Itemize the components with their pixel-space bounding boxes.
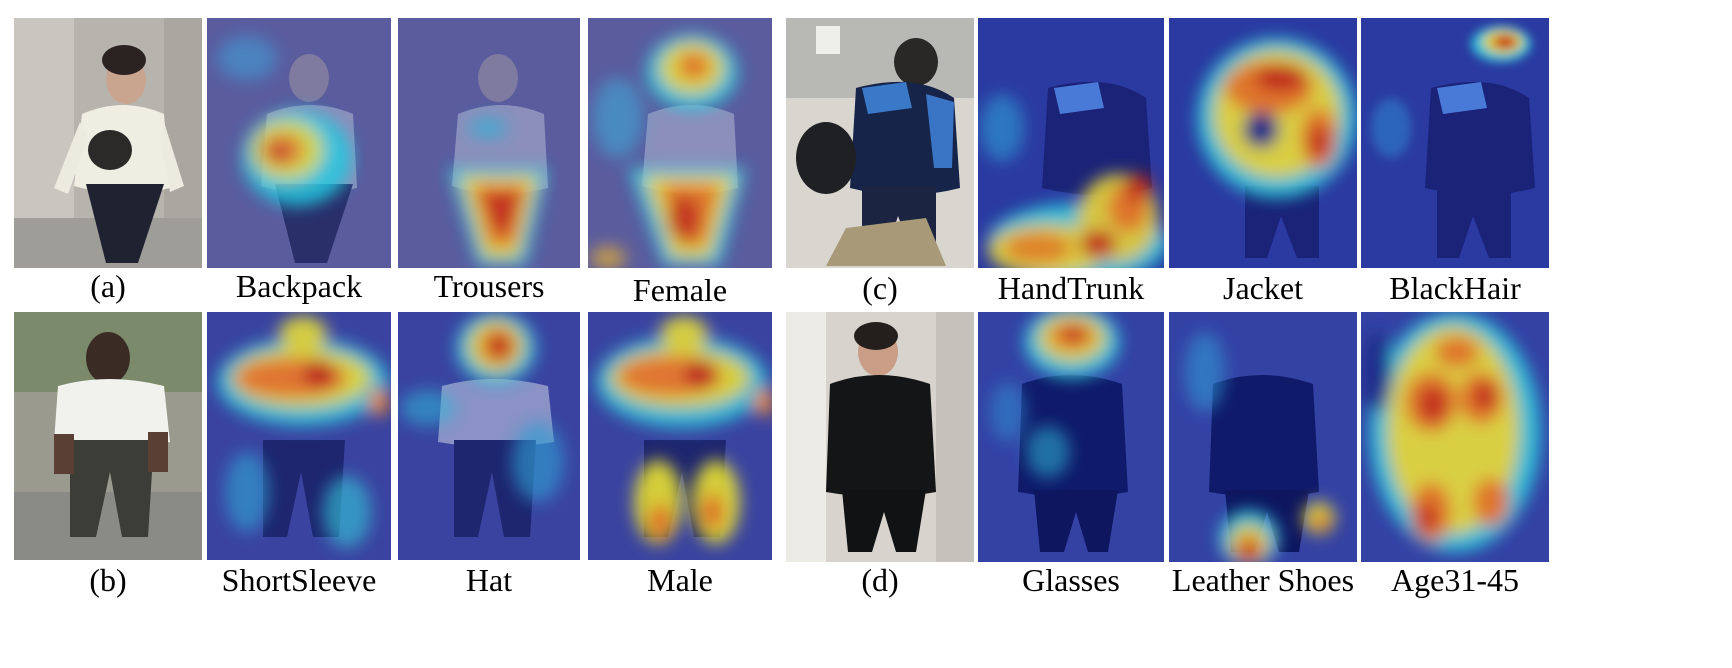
- attribute-label: Glasses: [1022, 562, 1120, 598]
- heatmap-handtrunk: [978, 18, 1164, 268]
- heatmap-shortsleeve: [207, 312, 391, 560]
- heatmap-glasses: [978, 312, 1164, 562]
- attribute-label: Leather Shoes: [1171, 562, 1355, 598]
- heatmap-jacket: [1169, 18, 1357, 268]
- attribute-label: HandTrunk: [997, 270, 1145, 306]
- attribute-label: BlackHair: [1389, 270, 1521, 306]
- photo-c: [786, 18, 974, 268]
- heatmap-age31-45: [1361, 312, 1549, 562]
- photo-b: [14, 312, 202, 560]
- panel-label: (a): [90, 268, 126, 304]
- heatmap-backpack: [207, 18, 391, 268]
- heatmap-male: [588, 312, 772, 560]
- attribute-label: Hat: [465, 562, 513, 598]
- panel-label: (c): [862, 270, 898, 306]
- attribute-label: ShortSleeve: [221, 562, 377, 598]
- photo-a: [14, 18, 202, 268]
- heatmap-hat: [398, 312, 580, 560]
- heatmap-female: [588, 18, 772, 268]
- heatmap-blackhair: [1361, 18, 1549, 268]
- panel-label: (d): [861, 562, 899, 598]
- attribute-label: Trousers: [433, 268, 545, 304]
- attribute-label: Age31-45: [1391, 562, 1519, 598]
- attribute-label: Female: [632, 272, 728, 308]
- panel-label: (b): [89, 562, 127, 598]
- heatmap-leather-shoes: [1169, 312, 1357, 562]
- photo-d: [786, 312, 974, 562]
- attribute-label: Jacket: [1223, 270, 1303, 306]
- attribute-label: Male: [647, 562, 713, 598]
- attribute-label: Backpack: [235, 268, 363, 304]
- heatmap-trousers: [398, 18, 580, 268]
